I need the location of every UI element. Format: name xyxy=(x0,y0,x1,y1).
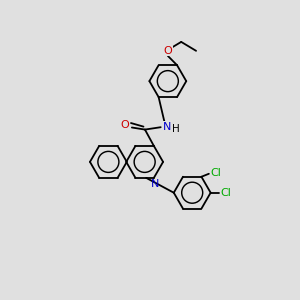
Text: H: H xyxy=(172,124,180,134)
Text: O: O xyxy=(164,46,172,56)
Text: N: N xyxy=(151,179,160,189)
Text: Cl: Cl xyxy=(221,188,232,198)
Text: N: N xyxy=(163,122,171,132)
Text: O: O xyxy=(121,120,129,130)
Text: Cl: Cl xyxy=(210,168,221,178)
